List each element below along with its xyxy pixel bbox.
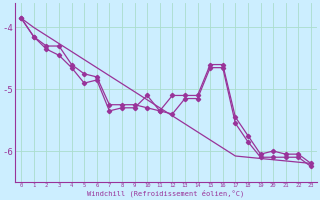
X-axis label: Windchill (Refroidissement éolien,°C): Windchill (Refroidissement éolien,°C) — [87, 190, 245, 197]
